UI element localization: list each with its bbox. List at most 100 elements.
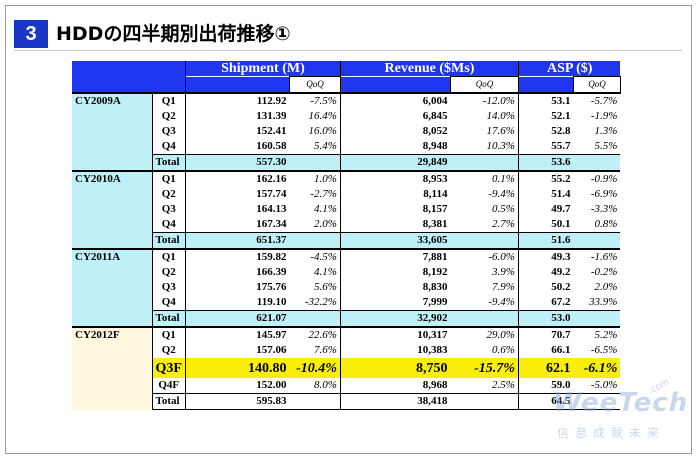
asp-value: 53.1 <box>517 92 574 109</box>
subheader-qoq-revenue: QoQ <box>449 76 519 94</box>
quarter-label: Q3 <box>161 281 176 293</box>
total-row: Total 557.30 29,849 53.6 <box>72 154 621 172</box>
quarter-label: Q3 <box>161 125 176 137</box>
asp-value: 62.1 <box>517 358 574 378</box>
shipment-value: 112.92 <box>184 92 290 109</box>
total-row: Total 651.37 33,605 51.6 <box>72 232 621 250</box>
subheader-blank-rev <box>339 76 451 93</box>
asp-value: 67.2 <box>517 295 574 311</box>
shipment-qoq: -32.2% <box>304 296 337 308</box>
asp-qoq: -0.9% <box>573 170 621 187</box>
subheader-blank <box>72 76 186 93</box>
shipment-value: 159.82 <box>184 248 290 265</box>
total-shipment: 651.37 <box>184 232 290 250</box>
shipment-qoq: 4.1% <box>314 266 337 278</box>
revenue-value: 6,845 <box>339 109 451 124</box>
quarter-label: Q3F <box>152 358 186 378</box>
table-row: Q3 164.13 4.1% 8,157 0.5% 49.7 -3.3% <box>72 202 620 217</box>
revenue-value: 10,383 <box>339 343 451 358</box>
shipment-value: 160.58 <box>184 139 290 155</box>
header-row: Shipment (M) Revenue ($Ms) ASP ($) <box>72 61 621 77</box>
year-label: CY2012F <box>72 326 153 410</box>
asp-value: 66.1 <box>517 343 574 358</box>
revenue-qoq: -12.0% <box>450 92 519 109</box>
quarter-label: Q1 <box>152 326 186 343</box>
table-row: Q4 119.10 -32.2% 7,999 -9.4% 67.2 33.9% <box>72 295 620 311</box>
total-blank <box>573 310 621 328</box>
group-cy2010a: CY2010A Q1 162.16 1.0% 8,953 0.1% 55.2 -… <box>72 170 621 250</box>
asp-qoq: -3.3% <box>590 203 618 215</box>
revenue-value: 7,999 <box>339 295 451 311</box>
shipment-value: 166.39 <box>184 265 290 280</box>
shipment-qoq: 5.4% <box>314 140 337 152</box>
subheader-row: QoQ QoQ QoQ <box>72 76 621 94</box>
total-revenue: 29,849 <box>339 154 451 172</box>
shipment-value: 145.97 <box>184 326 290 343</box>
total-asp: 53.0 <box>517 310 574 328</box>
watermark-logo: WeeTech <box>553 388 689 418</box>
quarter-label: Q1 <box>152 170 186 187</box>
total-revenue: 32,902 <box>339 310 451 328</box>
header-blank <box>72 61 186 77</box>
hdd-quarterly-table: Shipment (M) Revenue ($Ms) ASP ($) QoQ Q… <box>72 61 621 410</box>
shipment-value: 157.06 <box>184 343 290 358</box>
revenue-qoq: 3.9% <box>492 266 515 278</box>
quarter-label: Q4 <box>161 296 176 308</box>
table-row: Q2 157.74 -2.7% 8,114 -9.4% 51.4 -6.9% <box>72 187 620 202</box>
total-revenue: 38,418 <box>339 393 451 410</box>
quarter-label: Q4 <box>161 140 176 152</box>
total-blank <box>450 154 519 172</box>
revenue-value: 8,157 <box>339 202 451 217</box>
shipment-qoq: -7.5% <box>289 92 341 109</box>
total-shipment: 595.83 <box>184 393 290 410</box>
quarter-label: Q4F <box>158 379 180 391</box>
col-header-shipment: Shipment (M) <box>184 61 341 77</box>
group-cy2009a: CY2009A Q1 112.92 -7.5% 6,004 -12.0% 53.… <box>72 92 621 172</box>
revenue-qoq: 7.9% <box>492 281 515 293</box>
revenue-qoq: 2.7% <box>492 218 515 230</box>
total-row: Total 621.07 32,902 53.0 <box>72 310 621 328</box>
revenue-qoq: 17.6% <box>486 125 515 137</box>
table-row: CY2011A Q1 159.82 -4.5% 7,881 -6.0% 49.3… <box>72 248 621 327</box>
total-label: Total <box>152 393 186 410</box>
total-label: Total <box>152 232 186 250</box>
total-shipment: 621.07 <box>184 310 290 328</box>
asp-qoq: -6.5% <box>590 344 618 356</box>
asp-qoq: 5.2% <box>573 326 621 343</box>
year-label: CY2009A <box>72 92 153 171</box>
shipment-qoq: 16.4% <box>308 110 337 122</box>
quarter-label: Q1 <box>152 248 186 265</box>
page-title: HDDの四半期別出荷推移① <box>56 23 291 45</box>
asp-qoq: 0.8% <box>594 218 618 230</box>
shipment-qoq: 16.0% <box>308 125 337 137</box>
asp-qoq: -5.7% <box>573 92 621 109</box>
table-row: Q3 152.41 16.0% 8,052 17.6% 52.8 1.3% <box>72 124 620 139</box>
shipment-value: 175.76 <box>184 280 290 295</box>
revenue-value: 10,317 <box>339 326 451 343</box>
asp-value: 52.1 <box>517 109 574 124</box>
table-row: Q2 157.06 7.6% 10,383 0.6% 66.1 -6.5% <box>72 343 620 358</box>
title-underline <box>14 50 682 51</box>
total-row: Total 595.83 38,418 64.5 <box>72 393 621 410</box>
total-blank <box>573 232 621 250</box>
asp-value: 50.2 <box>517 280 574 295</box>
table-row: CY2009A Q1 112.92 -7.5% 6,004 -12.0% 53.… <box>72 92 621 171</box>
total-blank <box>289 310 341 328</box>
subheader-blank-ship <box>184 76 290 93</box>
shipment-value: 152.41 <box>184 124 290 139</box>
table-row: Q2 131.39 16.4% 6,845 14.0% 52.1 -1.9% <box>72 109 620 124</box>
asp-qoq: -6.9% <box>590 188 618 200</box>
revenue-qoq: 0.6% <box>492 344 515 356</box>
quarter-label: Q2 <box>161 188 176 200</box>
total-label: Total <box>152 154 186 172</box>
total-blank <box>450 310 519 328</box>
total-label: Total <box>152 310 186 328</box>
table-row: Q4F 152.00 8.0% 8,968 2.5% 59.0 -5.0% <box>72 378 620 394</box>
revenue-value: 8,750 <box>339 358 451 378</box>
quarter-label: Q2 <box>161 344 176 356</box>
total-blank <box>573 393 621 410</box>
table-row: CY2010A Q1 162.16 1.0% 8,953 0.1% 55.2 -… <box>72 170 621 249</box>
revenue-qoq: -9.4% <box>488 188 515 200</box>
asp-qoq: 1.3% <box>594 125 618 137</box>
asp-qoq: -1.9% <box>590 110 618 122</box>
